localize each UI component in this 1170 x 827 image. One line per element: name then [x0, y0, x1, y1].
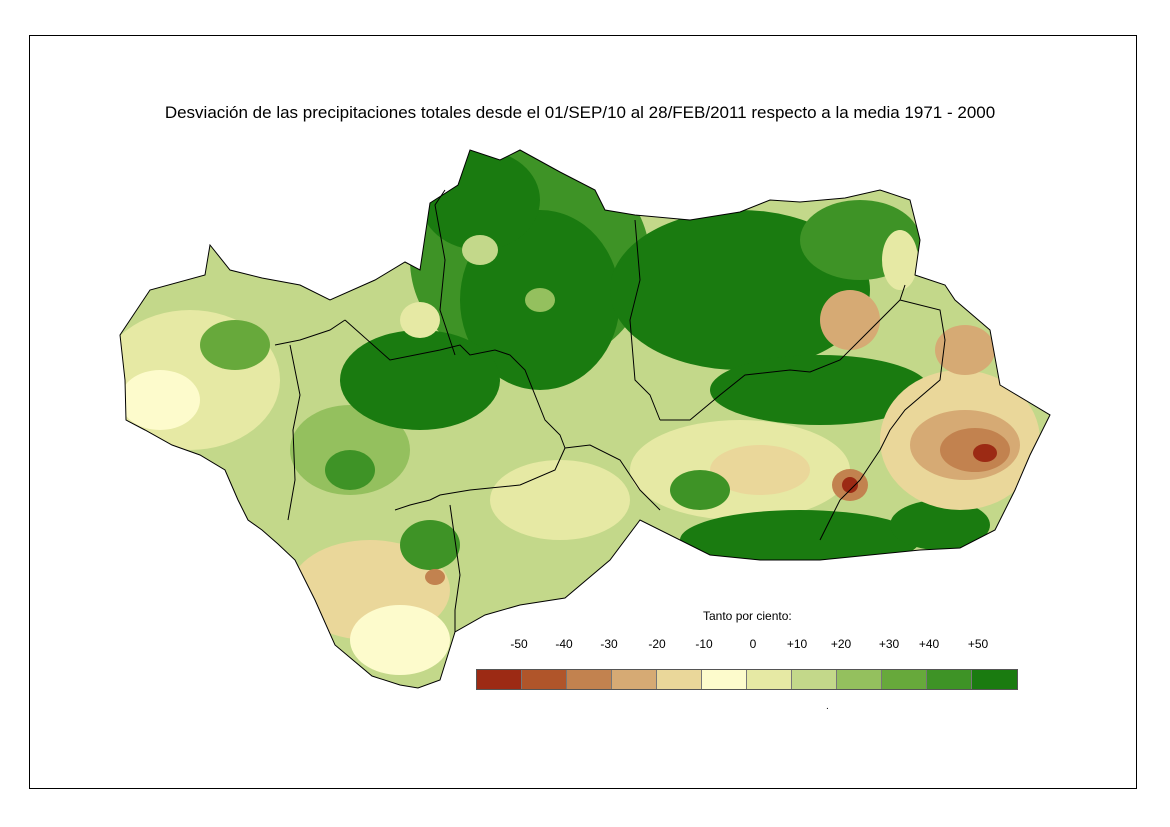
legend-dot: .: [826, 701, 829, 712]
legend-tick-label: 0: [749, 637, 757, 651]
map-title: Desviación de las precipitaciones totale…: [164, 103, 996, 122]
legend-tick-label: +30: [878, 637, 900, 651]
legend-swatch: [792, 670, 837, 689]
legend-tick-label: +10: [786, 637, 808, 651]
legend-tick-label: -20: [648, 637, 666, 651]
legend-swatch: [612, 670, 657, 689]
legend-swatch: [702, 670, 747, 689]
legend-swatch: [882, 670, 927, 689]
legend-swatch: [972, 670, 1017, 689]
map-frame: [29, 35, 1137, 789]
legend-swatch: [747, 670, 792, 689]
legend-swatch: [927, 670, 972, 689]
legend-swatch: [657, 670, 702, 689]
legend-tick-label: -10: [695, 637, 713, 651]
legend-tick-label: +50: [967, 637, 989, 651]
legend-swatch: [522, 670, 567, 689]
legend-tick-label: -40: [555, 637, 573, 651]
legend-swatch: [567, 670, 612, 689]
legend-swatch: [477, 670, 522, 689]
legend-tick-label: -30: [600, 637, 618, 651]
legend-tick-label: -50: [510, 637, 528, 651]
legend-swatch: [837, 670, 882, 689]
legend-tick-label: +20: [830, 637, 852, 651]
province-boundaries: [274, 189, 946, 632]
legend-tick-label: +40: [918, 637, 940, 651]
legend-color-scale: [476, 669, 1018, 690]
legend-title: Tanto por ciento:: [703, 609, 792, 623]
